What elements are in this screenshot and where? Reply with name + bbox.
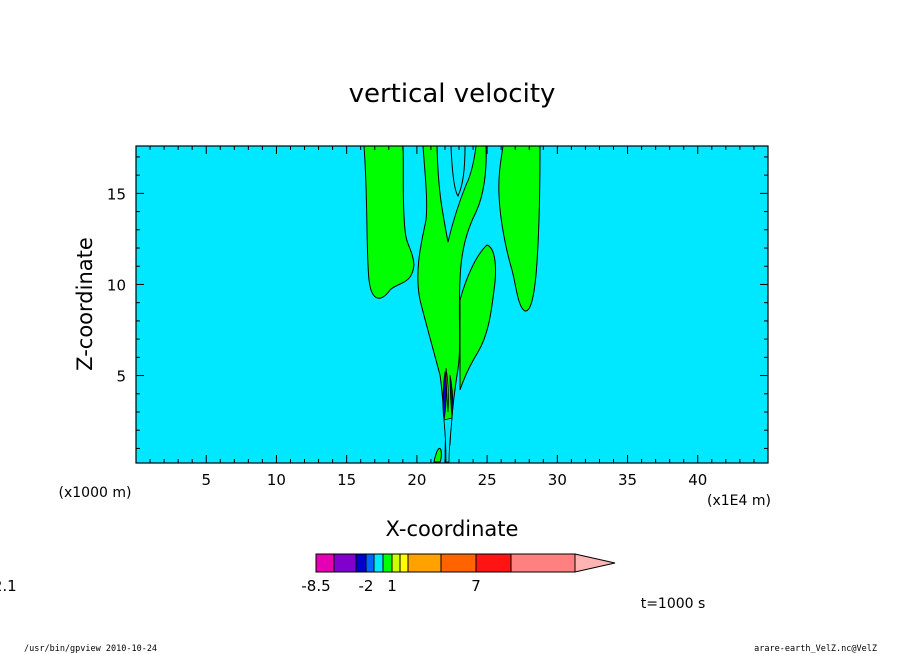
colorbar-swatch (407, 553, 442, 573)
footer-left: /usr/bin/gpview 2010-10-24 (24, 644, 157, 654)
y-axis-label: Z-coordinate (73, 237, 97, 371)
plot-area: 5 10 15 20 25 30 35 40 5 10 15 (107, 145, 769, 489)
x-tick-label: 15 (337, 471, 356, 489)
contour-region-right-arm (459, 244, 496, 391)
x-scale-note: (x1E4 m) (707, 493, 771, 509)
x-tick-label: 25 (478, 471, 497, 489)
x-tick-label: 20 (407, 471, 426, 489)
contour-region-base-strand (433, 447, 442, 463)
plot-frame (135, 145, 769, 464)
contour-region-right-plume (498, 145, 541, 312)
y-tick-label: 10 (107, 276, 126, 294)
core-regions (442, 367, 454, 463)
colorbar-swatch (355, 553, 367, 573)
y-tick-label: 5 (116, 368, 126, 386)
axis-ticks: 5 10 15 20 25 30 35 40 5 10 15 (107, 146, 768, 489)
colorbar-extension-arrow (574, 553, 616, 573)
y-scale-note: (x1000 m) (59, 485, 132, 501)
colorbar-swatch (510, 553, 576, 573)
contour-region-inner-strand (450, 145, 466, 198)
updraft-core (445, 367, 449, 413)
colorbar-swatch (333, 553, 357, 573)
colorbar-swatch (440, 553, 477, 573)
x-tick-label: 40 (688, 471, 707, 489)
positive-regions (363, 145, 541, 463)
colorbar-swatch (373, 553, 384, 573)
contour-region-left-plume (363, 145, 415, 299)
colorbar-swatch (475, 553, 512, 573)
chart-title: vertical velocity (349, 79, 556, 109)
colorbar-swatch (315, 553, 335, 573)
y-tick-label: 15 (107, 185, 126, 203)
x-axis-label: X-coordinate (386, 517, 519, 541)
colorbar-swatch (391, 553, 401, 573)
footer-right: arare-earth_VelZ.nc@VelZ (754, 644, 877, 654)
colorbar-tick-label: 1 (387, 577, 397, 595)
x-tick-label: 5 (201, 471, 211, 489)
colorbar-tick-label: -2 (359, 577, 374, 595)
x-tick-label: 35 (618, 471, 637, 489)
colorbar-swatch (382, 553, 393, 573)
core-stem (443, 417, 453, 463)
colorbar-tick-label: 7 (471, 577, 481, 595)
colorbar-tick-label: -8.5 (301, 577, 330, 595)
time-label: t=1000 s (641, 596, 706, 612)
x-tick-label: 30 (548, 471, 567, 489)
colorbar-swatch (365, 553, 375, 573)
colorbar-tick-label: 22.1 (0, 577, 17, 595)
x-tick-label: 10 (267, 471, 286, 489)
colorbar-swatch (399, 553, 409, 573)
colorbar: -8.5 -2 1 7 22.1 (0, 553, 616, 595)
